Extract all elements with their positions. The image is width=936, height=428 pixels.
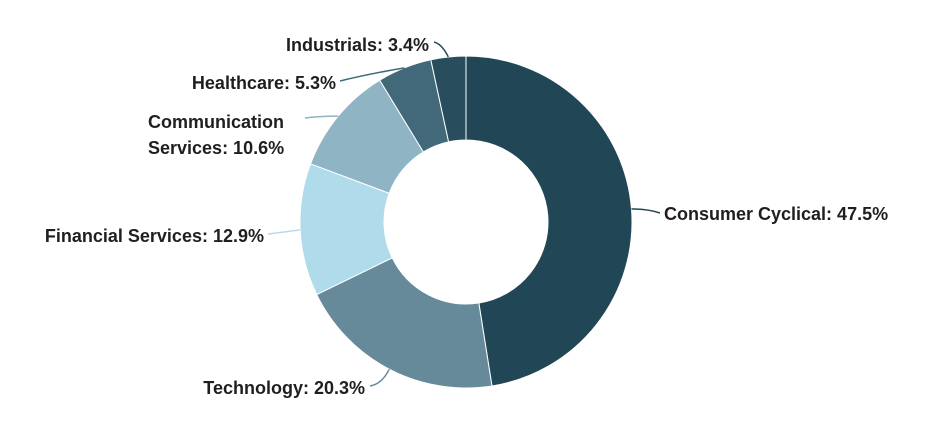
label-line: Services: 10.6% — [148, 138, 284, 158]
label-line: Communication — [148, 112, 284, 132]
slice-consumer-cyclical — [465, 55, 633, 387]
label-financial-services: Financial Services: 12.9% — [45, 226, 264, 246]
label-technology: Technology: 20.3% — [203, 378, 365, 398]
connector-financial-services — [267, 229, 301, 235]
slice-industrials — [430, 55, 467, 143]
connector-technology — [369, 368, 390, 387]
label-healthcare: Healthcare: 5.3% — [192, 73, 336, 93]
label-connectors — [267, 41, 661, 387]
connector-consumer-cyclical — [631, 208, 661, 214]
connector-healthcare — [339, 67, 405, 82]
connector-communication-services — [304, 115, 339, 119]
label-communication-services: Communication Services: 10.6% — [148, 112, 284, 158]
slice-technology — [316, 257, 493, 389]
connector-industrials — [433, 41, 449, 58]
label-consumer-cyclical: Consumer Cyclical: 47.5% — [664, 204, 888, 224]
donut-slices — [299, 55, 633, 389]
slice-labels: Consumer Cyclical: 47.5% Technology: 20.3… — [45, 35, 888, 398]
label-industrials: Industrials: 3.4% — [286, 35, 429, 55]
